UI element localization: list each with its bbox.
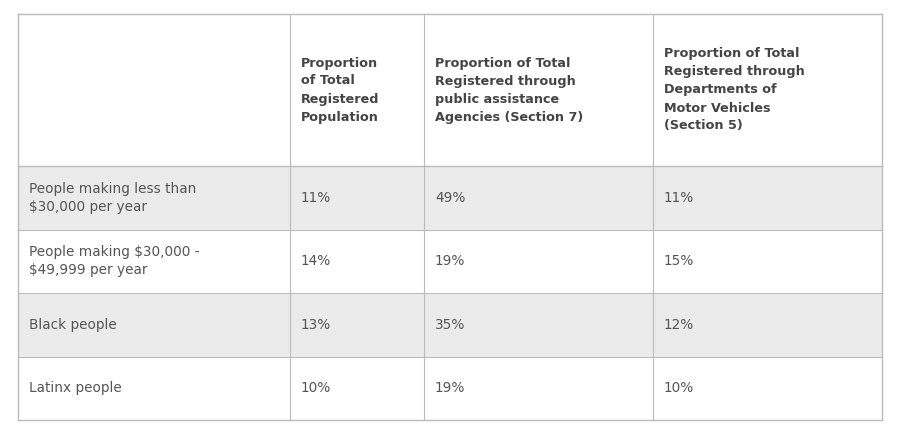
Bar [18, 356, 290, 420]
Bar [290, 356, 424, 420]
Text: 19%: 19% [435, 254, 465, 268]
Bar [290, 14, 424, 166]
Bar [290, 293, 424, 356]
Text: 19%: 19% [435, 381, 465, 395]
Bar [653, 293, 882, 356]
Text: People making less than
$30,000 per year: People making less than $30,000 per year [29, 181, 196, 214]
Bar [424, 293, 653, 356]
Text: 10%: 10% [664, 381, 694, 395]
Text: Proportion
of Total
Registered
Population: Proportion of Total Registered Populatio… [301, 57, 380, 124]
Text: 35%: 35% [435, 318, 465, 332]
Text: Proportion of Total
Registered through
Departments of
Motor Vehicles
(Section 5): Proportion of Total Registered through D… [664, 48, 805, 133]
Bar [290, 229, 424, 293]
Text: Latinx people: Latinx people [29, 381, 122, 395]
Bar [424, 14, 653, 166]
Text: Black people: Black people [29, 318, 117, 332]
Text: 10%: 10% [301, 381, 331, 395]
Bar [653, 356, 882, 420]
Text: 11%: 11% [664, 191, 694, 205]
Text: 11%: 11% [301, 191, 331, 205]
Bar [290, 166, 424, 229]
Bar [18, 229, 290, 293]
Bar [424, 166, 653, 229]
Text: 13%: 13% [301, 318, 331, 332]
Bar [18, 293, 290, 356]
Bar [18, 14, 290, 166]
Bar [18, 166, 290, 229]
Text: Proportion of Total
Registered through
public assistance
Agencies (Section 7): Proportion of Total Registered through p… [435, 57, 583, 124]
Bar [424, 356, 653, 420]
Bar [653, 229, 882, 293]
Bar [653, 166, 882, 229]
Bar [424, 229, 653, 293]
Text: 49%: 49% [435, 191, 465, 205]
Text: 12%: 12% [664, 318, 694, 332]
Bar [653, 14, 882, 166]
Text: 15%: 15% [664, 254, 694, 268]
Text: 14%: 14% [301, 254, 331, 268]
Text: People making $30,000 -
$49,999 per year: People making $30,000 - $49,999 per year [29, 245, 200, 277]
